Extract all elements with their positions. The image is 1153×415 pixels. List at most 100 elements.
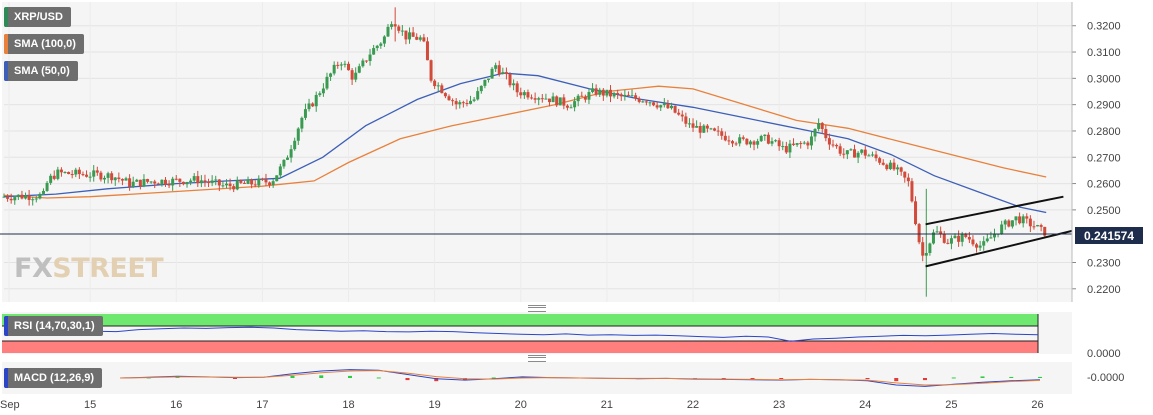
candle-body [300, 117, 304, 129]
candle-body [644, 101, 648, 103]
legend-sma50[interactable]: SMA (50,0) [4, 61, 78, 81]
candle-body [128, 178, 132, 187]
candle-body [221, 185, 225, 187]
candlestick-series [2, 7, 1047, 297]
candle-body [720, 131, 724, 136]
candle-body [490, 68, 494, 79]
candle-body [756, 141, 760, 145]
candle-body [235, 180, 239, 190]
candle-body [695, 125, 699, 128]
candle-body [479, 85, 483, 92]
candle-body [163, 179, 167, 185]
candle-body [429, 60, 433, 81]
macd-histogram-bar [319, 375, 324, 378]
candle-body [41, 190, 45, 194]
candle-body [52, 175, 56, 179]
legend-symbol-label: XRP/USD [14, 11, 63, 23]
candle-body [451, 100, 455, 102]
candle-body [174, 178, 178, 180]
macd-histogram-bar [779, 378, 784, 379]
candle-body [921, 242, 925, 256]
legend-symbol-swatch [4, 7, 8, 27]
candle-body [250, 179, 254, 185]
candle-body [788, 143, 792, 153]
candle-body [31, 199, 35, 201]
candle-body [411, 32, 415, 37]
candle-body [149, 181, 153, 183]
time-tick-label: 21 [601, 399, 613, 411]
candle-body [799, 143, 803, 145]
legend-rsi[interactable]: RSI (14,70,30,1) [4, 316, 103, 336]
candle-body [662, 103, 666, 106]
candle-body [946, 242, 950, 244]
legend-symbol[interactable]: XRP/USD [4, 7, 71, 27]
candle-body [350, 70, 354, 80]
candle-body [347, 63, 351, 71]
candle-body [906, 177, 910, 182]
candle-body [382, 36, 386, 44]
candle-body [228, 183, 232, 187]
time-tick-label: 26 [1031, 399, 1043, 411]
time-tick-label: 20 [515, 399, 527, 411]
candle-body [20, 194, 24, 199]
candle-body [286, 157, 290, 160]
candle-body [461, 102, 465, 104]
candle-body [171, 178, 175, 186]
candle-body [153, 181, 157, 184]
time-tick-label: 19 [429, 399, 441, 411]
candle-body [860, 149, 864, 153]
candle-body [9, 198, 13, 201]
candle-body [13, 197, 17, 201]
candle-body [558, 97, 562, 106]
time-tick-label: 18 [342, 399, 354, 411]
candle-body [425, 41, 429, 61]
candle-body [203, 180, 207, 182]
candle-body [142, 179, 146, 187]
candle-body [1000, 224, 1004, 234]
candle-body [110, 173, 114, 181]
candle-body [680, 114, 684, 117]
macd-lines [119, 369, 1042, 387]
macd-histogram-bar [175, 376, 180, 378]
candle-body [655, 105, 659, 108]
legend-sma100[interactable]: SMA (100,0) [4, 34, 84, 54]
fxstreet-logo: FXSTREET [14, 253, 164, 284]
channel-upper-line [925, 195, 1064, 226]
candle-body [659, 105, 663, 108]
candle-body [616, 93, 620, 95]
candle-body [795, 143, 799, 145]
time-tick-label: 25 [945, 399, 957, 411]
candle-body [27, 195, 31, 200]
candle-body [748, 141, 752, 145]
candle-body [34, 198, 38, 200]
candle-body [975, 244, 979, 248]
candle-body [271, 181, 275, 186]
macd-panel-resize-handle[interactable] [528, 355, 546, 362]
candle-body [232, 186, 236, 190]
candle-body [95, 170, 99, 173]
candle-body [723, 135, 727, 141]
legend-macd[interactable]: MACD (12,26,9) [4, 368, 103, 388]
candle-body [386, 26, 390, 37]
candle-body [196, 176, 200, 184]
candle-body [512, 83, 516, 86]
legend-sma50-swatch [4, 61, 8, 81]
candle-body [985, 238, 989, 242]
candle-body [397, 26, 401, 31]
candle-body [580, 95, 584, 97]
candle-body [178, 178, 182, 182]
candle-body [303, 109, 307, 118]
candle-body [917, 224, 921, 243]
candle-body [135, 179, 139, 182]
candle-body [106, 173, 110, 178]
candle-body [415, 36, 419, 40]
rsi-panel-resize-handle[interactable] [528, 305, 546, 312]
candle-body [24, 195, 28, 199]
candle-body [375, 45, 379, 49]
price-tick-label: 0.3100 [1087, 47, 1121, 59]
candle-body [325, 76, 329, 89]
candle-body [648, 102, 652, 104]
candle-body [1039, 225, 1043, 227]
candle-body [436, 85, 440, 87]
legend-macd-label: MACD (12,26,9) [14, 372, 95, 384]
